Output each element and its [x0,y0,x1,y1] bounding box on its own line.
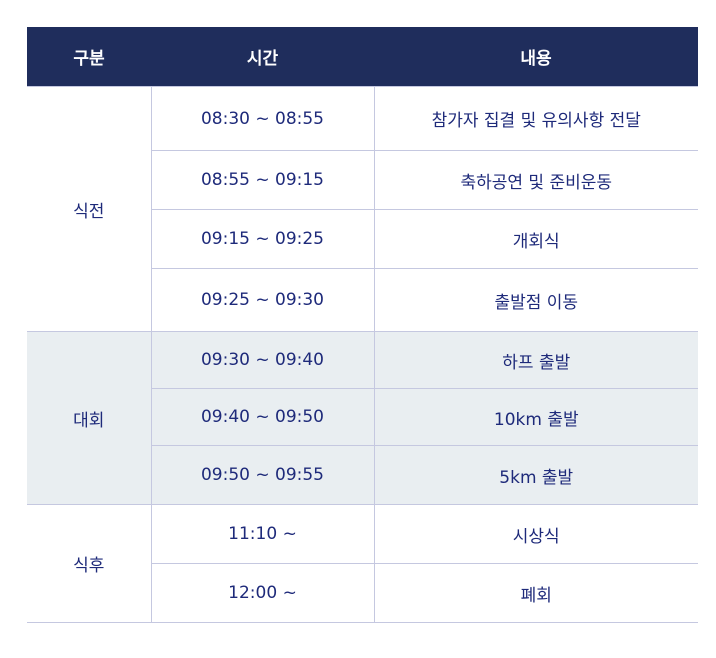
table-row: 12:00 ~ 폐회 [27,563,698,623]
time-cell: 08:55 ~ 09:15 [151,150,375,210]
header-time: 시간 [151,27,374,87]
content-cell: 5km 출발 [373,445,698,505]
group-name-cell: 대회 [27,331,152,505]
table-row: 식전 08:30 ~ 08:55 참가자 집결 및 유의사항 전달 [27,86,698,332]
time-cell: 11:10 ~ [150,504,375,564]
content-cell: 하프 출발 [373,331,698,389]
time-cell: 09:15 ~ 09:25 [151,209,375,269]
time-cell: 09:40 ~ 09:50 [151,388,375,446]
time-cell: 09:50 ~ 09:55 [151,445,375,505]
content-cell: 폐회 [373,563,698,623]
table-row: 대회 09:30 ~ 09:40 하프 출발 [27,331,698,505]
time-cell: 08:30 ~ 08:55 [150,86,375,151]
content-cell: 축하공연 및 준비운동 [373,150,698,210]
content-cell: 참가자 집결 및 유의사항 전달 [373,86,698,151]
header-content: 내용 [374,27,698,87]
group-name-cell: 식전 [27,86,152,332]
table-row: 식후 11:10 ~ 시상식 [27,504,698,623]
time-cell: 09:25 ~ 09:30 [151,268,375,332]
header-row: 구분 시간 내용 [27,27,698,87]
content-cell: 출발점 이동 [373,268,698,332]
content-cell: 10km 출발 [373,388,698,446]
time-cell: 09:30 ~ 09:40 [150,331,375,389]
content-cell: 개회식 [373,209,698,269]
schedule-table: 구분 시간 내용 식전 08:30 ~ 08:55 참가자 집결 및 유의사항 전달… [27,27,698,623]
group-name-cell: 식후 [27,504,152,623]
header-category: 구분 [27,27,151,87]
content-cell: 시상식 [373,504,698,564]
table-row: 08:55 ~ 09:15 축하공연 및 준비운동 [27,150,698,210]
time-cell: 12:00 ~ [151,563,375,623]
table-row: 09:50 ~ 09:55 5km 출발 [27,445,698,505]
